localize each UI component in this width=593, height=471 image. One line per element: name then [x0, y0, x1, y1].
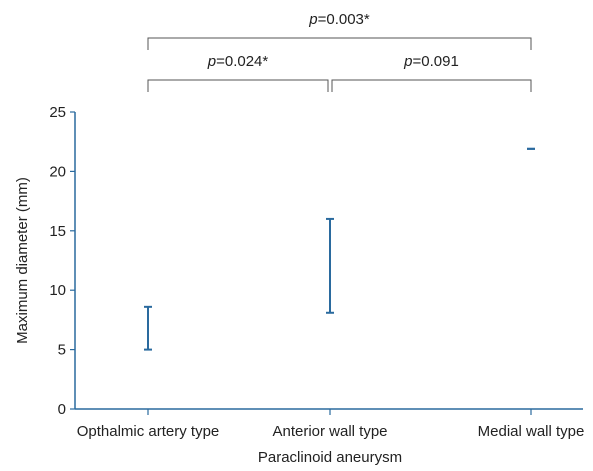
p-symbol: p: [308, 11, 317, 28]
p-value: =0.003*: [318, 11, 370, 28]
p-value: =0.091: [413, 53, 459, 70]
y-tick-label: 0: [58, 401, 66, 418]
p-value-label: p=0.091: [403, 53, 459, 70]
y-tick-label: 25: [49, 104, 66, 121]
comparison-bracket: [147, 37, 532, 50]
x-tick-label: Medial wall type: [478, 423, 585, 440]
x-axis-title: Paraclinoid aneurysm: [258, 449, 402, 466]
p-symbol: p: [207, 53, 216, 70]
p-value: =0.024*: [216, 53, 268, 70]
x-tick-label: Opthalmic artery type: [77, 423, 220, 440]
y-axis-title: Maximum diameter (mm): [14, 177, 31, 344]
comparison-bracket: [331, 79, 532, 92]
y-tick-label: 15: [49, 223, 66, 240]
y-tick-label: 5: [58, 342, 66, 359]
p-symbol: p: [403, 53, 412, 70]
y-tick-label: 20: [49, 163, 66, 180]
comparison-bracket: [147, 79, 329, 92]
y-tick-label: 10: [49, 282, 66, 299]
x-tick-label: Anterior wall type: [272, 423, 387, 440]
p-value-label: p=0.003*: [308, 11, 370, 28]
p-value-label: p=0.024*: [207, 53, 269, 70]
